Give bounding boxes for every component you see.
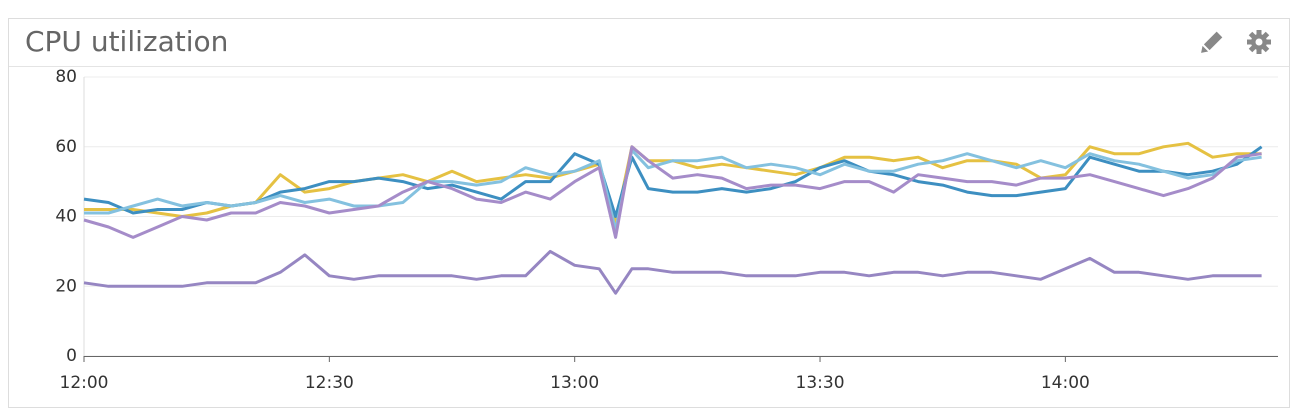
panel-frame (8, 18, 1290, 408)
x-tick-label: 13:30 (796, 373, 845, 393)
x-tick-label: 14:00 (1041, 373, 1090, 393)
plot: 0 20 40 60 80 12:00 12:30 13:00 13:30 14:00 (55, 67, 1278, 393)
series-line (84, 141, 1262, 225)
series-line (83, 145, 1263, 218)
panel-title: CPU utilization (25, 25, 228, 58)
series-line (83, 249, 1262, 295)
y-tick-label: 0 (66, 346, 77, 366)
series-line (84, 148, 1262, 232)
y-tick-label: 20 (55, 276, 77, 296)
x-tick-label: 12:00 (60, 373, 109, 393)
y-tick-label: 80 (55, 67, 77, 87)
y-tick-label: 40 (55, 207, 77, 227)
series-line (83, 145, 1262, 239)
edit-button[interactable] (1198, 31, 1223, 56)
settings-button[interactable] (1247, 30, 1271, 54)
y-tick-label: 60 (55, 137, 77, 157)
x-tick-label: 13:00 (550, 373, 599, 393)
x-tick-label: 12:30 (305, 373, 354, 393)
